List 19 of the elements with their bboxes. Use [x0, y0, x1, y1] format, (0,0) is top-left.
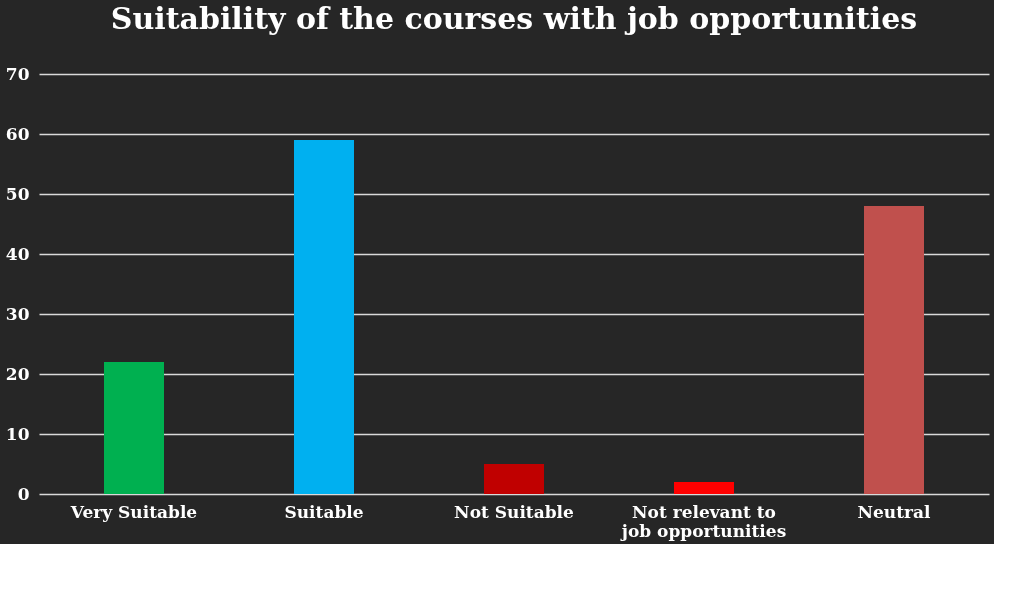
y-tick-label: 40 — [5, 243, 30, 264]
y-tick-label: 60 — [5, 123, 30, 144]
bar — [104, 362, 164, 494]
bar — [294, 140, 354, 494]
x-tick-label: Not Suitable — [454, 501, 575, 522]
chart-title: Suitability of the courses with job opportunities — [110, 1, 918, 36]
y-tick-label: 70 — [5, 63, 30, 84]
x-tick-label: Very Suitable — [69, 501, 198, 522]
x-tick-label: Not relevant to job opportunities — [619, 501, 787, 541]
y-tick-label: 20 — [5, 363, 30, 384]
y-tick-label: 0 — [17, 483, 30, 504]
x-tick-label: Suitable — [284, 501, 364, 522]
bar — [674, 482, 734, 494]
y-tick-label: 30 — [5, 303, 30, 324]
bar — [864, 206, 924, 494]
y-tick-label: 10 — [5, 423, 30, 444]
y-tick-label: 50 — [5, 183, 30, 204]
x-tick-label: Neutral — [857, 501, 932, 522]
bar — [484, 464, 544, 494]
